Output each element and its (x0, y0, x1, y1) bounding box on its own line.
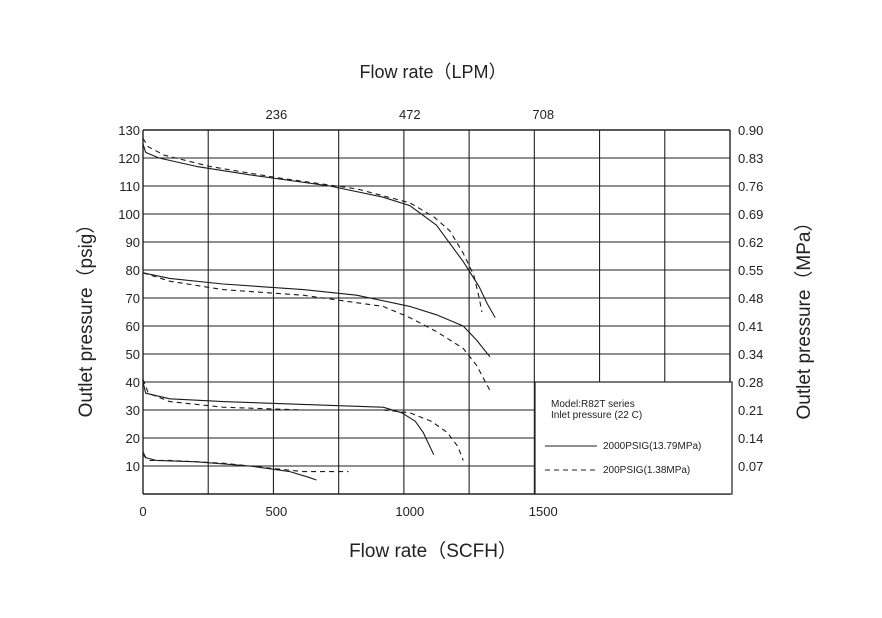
y-tick-label-right: 0.55 (738, 263, 763, 278)
series-line-dashed (142, 379, 464, 461)
y-tick-label-left: 40 (126, 375, 140, 390)
y-tick-label-left: 110 (119, 179, 140, 194)
y-tick-label-right: 0.21 (738, 403, 763, 418)
y-tick-label-left: 10 (126, 459, 140, 474)
y-tick-label-right: 0.48 (738, 291, 763, 306)
legend-inlet: Inlet pressure (22 C) (551, 410, 642, 421)
y-tick-label-right: 0.34 (738, 347, 763, 362)
y-tick-label-right: 0.62 (738, 235, 763, 250)
y-axis-title-right: Outlet pressure（MPa） (793, 213, 815, 420)
y-tick-label-right: 0.14 (738, 431, 763, 446)
x-tick-label: 1500 (529, 504, 558, 519)
series-lines (142, 138, 496, 481)
series-line-solid (142, 143, 496, 318)
y-tick-label-left: 30 (126, 403, 140, 418)
x-tick-label: 0 (139, 504, 146, 519)
series-line-dashed (142, 272, 491, 391)
series-line-dashed (142, 454, 349, 473)
x-tick-label: 1000 (395, 504, 424, 519)
x-axis-title: Flow rate（SCFH） (349, 540, 517, 562)
top-axis-title: Flow rate（LPM） (359, 62, 506, 82)
y-tick-label-right: 0.83 (738, 151, 763, 166)
series-line-solid (142, 272, 491, 358)
y-tick-label-left: 50 (126, 347, 140, 362)
y-tick-label-left: 90 (126, 235, 140, 250)
x-tick-label: 500 (266, 504, 288, 519)
y-tick-label-left: 70 (126, 291, 140, 306)
y-tick-label-left: 120 (118, 151, 140, 166)
y-tick-label-right: 0.76 (738, 179, 763, 194)
y-tick-label-right: 0.41 (738, 319, 763, 334)
y-tick-label-left: 130 (118, 123, 140, 138)
tick-labels: 130 120 110 100 90 80 70 60 50 40 30 20 10 0.90 0.83 0.… (118, 107, 763, 519)
legend-model: Model:R82T series (551, 399, 635, 410)
y-tick-label-right: 0.28 (738, 375, 763, 390)
y-tick-label-right: 0.07 (738, 459, 763, 474)
top-tick-label: 472 (399, 107, 421, 122)
y-tick-label-left: 20 (126, 431, 140, 446)
y-axis-title-left: Outlet pressure（psig） (75, 215, 97, 418)
legend-box (534, 381, 733, 495)
legend: Model:R82T series Inlet pressure (22 C) … (534, 381, 733, 495)
y-tick-label-left: 60 (126, 319, 140, 334)
series-line-solid (142, 381, 435, 456)
top-tick-label: 236 (266, 107, 288, 122)
legend-solid-label: 2000PSIG(13.79MPa) (603, 441, 701, 452)
series-line-solid (142, 451, 317, 481)
y-tick-label-right: 0.69 (738, 207, 763, 222)
top-tick-label: 708 (532, 107, 554, 122)
y-tick-label-right: 0.90 (738, 123, 763, 138)
legend-dashed-label: 200PSIG(1.38MPa) (603, 465, 690, 476)
series-line-dashed (142, 138, 483, 313)
y-tick-label-left: 80 (126, 263, 140, 278)
y-tick-label-left: 100 (118, 207, 140, 222)
